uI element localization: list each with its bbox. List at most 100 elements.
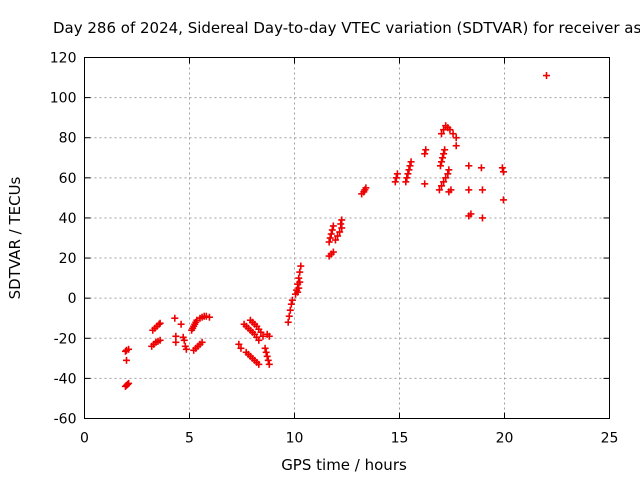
data-point [446, 126, 454, 134]
data-point [296, 268, 304, 276]
data-point [467, 210, 475, 218]
data-point [259, 332, 267, 340]
data-point [478, 186, 486, 194]
data-point [438, 182, 445, 190]
data-point [441, 146, 449, 154]
data-point [328, 226, 336, 234]
data-point [336, 228, 344, 236]
data-point [449, 130, 457, 138]
data-point [294, 288, 302, 296]
data-point [407, 158, 415, 166]
data-point [255, 360, 263, 368]
data-point [435, 186, 443, 194]
data-point [327, 230, 335, 238]
data-point [326, 234, 334, 242]
data-point [237, 344, 245, 352]
x-tick-label: 25 [601, 431, 619, 447]
data-point [478, 214, 486, 222]
data-point [171, 314, 179, 322]
y-tick-label: 40 [59, 211, 77, 227]
data-point [286, 306, 294, 314]
y-axis-ticks: -60 -40 -20 0 20 40 60 80 100 120 [50, 51, 610, 428]
data-point [438, 130, 445, 138]
data-point [295, 284, 303, 292]
x-tick-label: 15 [391, 431, 409, 447]
data-point [205, 313, 213, 321]
data-point [338, 224, 346, 232]
data-point [255, 336, 263, 344]
data-point [284, 318, 292, 326]
data-point [265, 360, 273, 368]
data-point [442, 174, 450, 182]
data-point [403, 174, 411, 182]
data-point [334, 232, 342, 240]
data-point [447, 186, 455, 194]
data-point [264, 356, 272, 364]
data-point [444, 170, 452, 178]
data-point [156, 336, 164, 344]
data-point [422, 146, 430, 154]
y-tick-label: 20 [59, 251, 77, 267]
data-point [438, 158, 445, 166]
data-point [202, 312, 210, 320]
data-point [477, 164, 485, 172]
data-point [499, 168, 507, 176]
data-point [393, 170, 401, 178]
data-point [405, 166, 413, 174]
data-point [262, 348, 270, 356]
data-point [404, 170, 412, 178]
y-tick-label: -20 [54, 331, 77, 347]
data-point [295, 274, 303, 282]
data-point [155, 320, 163, 328]
data-point [439, 154, 447, 162]
data-point [440, 126, 448, 134]
data-point [125, 379, 133, 387]
data-point [421, 180, 429, 188]
data-point [452, 142, 460, 150]
x-axis-ticks: 0 5 10 15 20 25 [80, 57, 619, 447]
data-point [440, 150, 448, 158]
data-point [198, 338, 206, 346]
data-point [265, 332, 273, 340]
y-tick-label: 0 [68, 291, 77, 307]
plot-frame [84, 57, 610, 419]
data-point [440, 178, 448, 186]
data-point [156, 319, 164, 327]
data-point [436, 162, 444, 170]
data-point [331, 236, 339, 244]
x-tick-label: 20 [496, 431, 514, 447]
y-tick-label: 100 [50, 91, 77, 107]
data-point [182, 345, 190, 353]
data-point [338, 216, 346, 224]
data-point [329, 248, 337, 256]
data-point [452, 134, 460, 142]
data-point [285, 312, 293, 320]
x-axis-label: GPS time / hours [281, 456, 407, 474]
data-point [177, 320, 185, 328]
data-point [445, 166, 453, 174]
data-point [172, 332, 180, 340]
data-point [125, 345, 133, 353]
x-tick-label: 5 [185, 431, 194, 447]
y-tick-label: 80 [59, 131, 77, 147]
data-point [297, 262, 305, 270]
data-point [325, 238, 333, 246]
data-point [257, 328, 265, 336]
data-point [498, 164, 506, 172]
data-points [121, 72, 550, 390]
y-tick-label: 120 [50, 51, 77, 67]
data-point [402, 178, 410, 186]
data-point [124, 380, 132, 388]
data-point [406, 162, 414, 170]
data-point [180, 336, 188, 344]
data-point [172, 338, 180, 346]
y-tick-label: 60 [59, 171, 77, 187]
data-point [329, 222, 337, 230]
data-point [392, 174, 400, 182]
chart-title: Day 286 of 2024, Sidereal Day-to-day VTE… [53, 19, 640, 37]
data-point [465, 162, 473, 170]
y-tick-label: -40 [54, 371, 77, 387]
data-point [296, 278, 304, 286]
x-tick-label: 0 [80, 431, 89, 447]
data-point [123, 356, 130, 364]
